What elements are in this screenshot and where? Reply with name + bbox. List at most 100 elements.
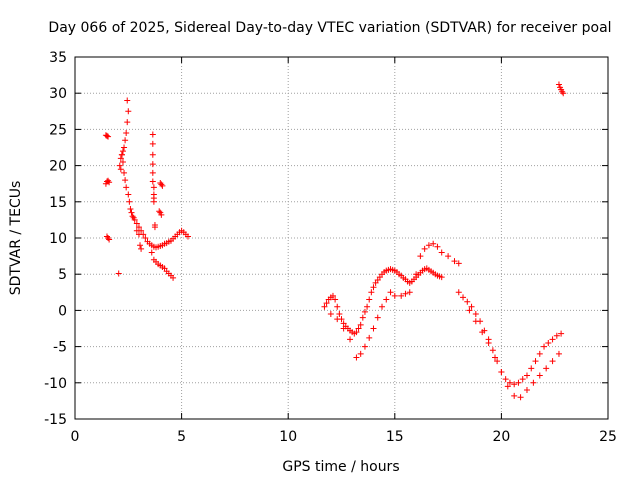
data-point xyxy=(184,233,191,240)
data-point xyxy=(549,358,556,365)
data-point xyxy=(489,347,496,354)
data-point xyxy=(543,365,550,372)
series-vertical-column xyxy=(149,131,166,231)
data-point xyxy=(455,289,462,296)
data-point xyxy=(133,227,140,234)
data-point xyxy=(417,253,424,260)
y-axis: -15 -10 -5 0 5 10 15 20 25 30 35 xyxy=(44,50,608,428)
data-point xyxy=(387,289,394,296)
data-point xyxy=(383,296,390,303)
data-point xyxy=(336,311,343,318)
data-point xyxy=(119,158,126,165)
data-point xyxy=(125,108,132,115)
data-point xyxy=(466,307,473,314)
series-isolated-left xyxy=(102,132,122,277)
data-point xyxy=(121,144,128,151)
data-point xyxy=(464,298,471,305)
data-point xyxy=(151,224,158,231)
y-tick-label: 35 xyxy=(49,50,67,66)
data-point xyxy=(370,284,377,291)
data-point xyxy=(523,387,530,394)
data-point xyxy=(511,381,518,388)
data-point xyxy=(492,354,499,361)
data-point xyxy=(105,133,112,140)
data-point xyxy=(149,151,156,158)
series-isolated-right xyxy=(555,81,567,97)
x-tick-label: 10 xyxy=(279,429,297,445)
series-descent-branch xyxy=(133,227,177,281)
data-point xyxy=(366,334,373,341)
data-point xyxy=(135,224,142,231)
x-tick-label: 5 xyxy=(177,429,186,445)
y-axis-label: SDTVAR / TECUs xyxy=(8,181,24,296)
series-descending-tail xyxy=(455,289,565,388)
data-point xyxy=(434,243,441,250)
y-tick-label: 10 xyxy=(49,231,67,247)
data-point xyxy=(506,379,513,386)
data-point xyxy=(117,155,124,162)
x-tick-label: 15 xyxy=(386,429,404,445)
data-point xyxy=(353,329,360,336)
data-point xyxy=(122,177,129,184)
data-point xyxy=(504,383,511,390)
data-point xyxy=(361,308,368,315)
data-point xyxy=(149,161,156,168)
x-axis: 0 5 10 15 20 25 xyxy=(71,57,617,445)
data-point xyxy=(129,213,136,220)
data-point xyxy=(479,329,486,336)
data-point xyxy=(555,81,562,88)
data-point xyxy=(364,303,371,310)
data-point xyxy=(116,162,123,169)
x-tick-label: 20 xyxy=(492,429,510,445)
data-point xyxy=(121,169,128,176)
data-point xyxy=(137,242,144,249)
data-point xyxy=(536,350,543,357)
data-point xyxy=(117,166,124,173)
data-point xyxy=(106,179,113,186)
data-point xyxy=(150,184,157,191)
data-point xyxy=(105,177,112,184)
data-point xyxy=(148,249,155,256)
data-point xyxy=(413,271,420,278)
data-point xyxy=(421,245,428,252)
data-point xyxy=(455,260,462,267)
data-point xyxy=(391,292,398,299)
data-point xyxy=(357,350,364,357)
data-point xyxy=(122,137,129,144)
data-point xyxy=(460,294,467,301)
data-point xyxy=(549,336,556,343)
data-point xyxy=(528,365,535,372)
data-point xyxy=(106,236,113,243)
data-point xyxy=(523,372,530,379)
data-point xyxy=(361,343,368,350)
data-point xyxy=(511,392,518,399)
y-tick-label: 30 xyxy=(49,86,67,102)
data-point xyxy=(149,140,156,147)
data-point xyxy=(105,235,112,241)
y-tick-label: -10 xyxy=(44,376,67,392)
data-point xyxy=(368,289,375,296)
data-point xyxy=(438,274,445,281)
data-point xyxy=(366,296,373,303)
data-point xyxy=(402,290,409,297)
data-point xyxy=(472,318,479,325)
data-point xyxy=(123,130,130,137)
data-point xyxy=(131,216,138,223)
data-point xyxy=(158,181,165,188)
series-plateau-right xyxy=(398,240,462,299)
series-middle-wave xyxy=(321,265,445,337)
data-point xyxy=(150,198,157,205)
y-tick-label: 20 xyxy=(49,159,67,175)
data-point xyxy=(515,379,522,386)
data-point xyxy=(321,303,328,310)
data-point xyxy=(124,97,131,104)
data-point xyxy=(558,330,565,337)
data-point xyxy=(485,339,492,346)
data-point xyxy=(332,296,339,303)
data-point xyxy=(329,292,336,299)
series-steep-descent-left xyxy=(116,97,191,251)
data-point xyxy=(340,325,347,332)
x-axis-label: GPS time / hours xyxy=(282,459,399,475)
data-point xyxy=(353,354,360,361)
